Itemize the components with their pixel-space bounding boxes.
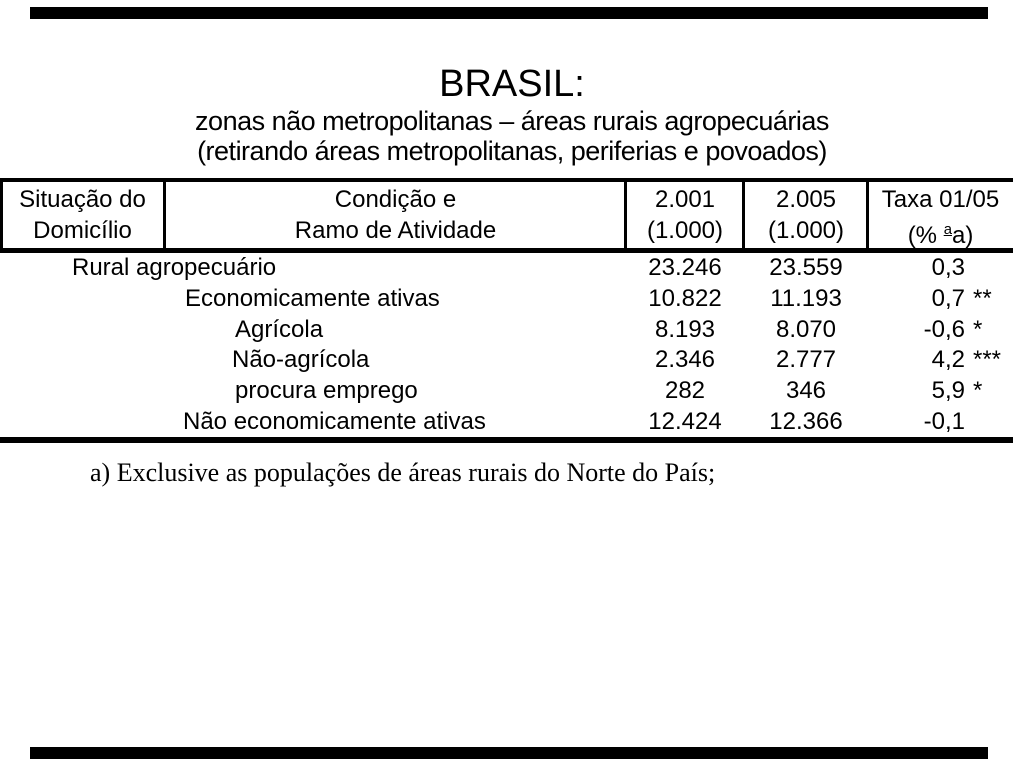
table-row: Não economicamente ativas 12.424 12.366 …	[0, 406, 1013, 437]
value-2001: 10.822	[648, 285, 722, 313]
significance-marker: *	[973, 315, 983, 343]
table-row: Não-agrícola 2.346 2.777 4,2 ***	[0, 345, 1013, 376]
header-2001-line2: (1.000)	[646, 217, 724, 244]
significance-marker: ***	[973, 346, 1002, 374]
table-body: Rural agropecuário 23.246 23.559 0,3 Eco…	[0, 253, 1013, 437]
slide-title: BRASIL:	[439, 63, 585, 105]
header-year-2001: 2.001 (1.000)	[626, 182, 744, 248]
value-rate-cell: -0,6 *	[868, 316, 1013, 344]
header-year-2005: 2.005 (1.000)	[744, 182, 868, 248]
significance-marker: **	[973, 285, 992, 313]
value-2001: 8.193	[654, 315, 716, 343]
value-rate: -0,1	[923, 407, 965, 435]
top-border-bar	[30, 7, 988, 19]
value-2001: 12.424	[648, 407, 722, 435]
header-taxa-line2: (% aa)	[868, 215, 1013, 251]
header-left-border	[0, 180, 3, 252]
footnote: a) Exclusive as populações de áreas rura…	[90, 458, 716, 487]
value-rate: 4,2	[931, 346, 965, 374]
table-bottom-rule	[0, 437, 1013, 443]
header-2005-line2: (1.000)	[767, 217, 845, 244]
row-label: Rural agropecuário	[72, 254, 277, 282]
table-row: Economicamente ativas 10.822 11.193 0,7 …	[0, 284, 1013, 315]
value-2001: 282	[664, 377, 706, 405]
value-rate-cell: 4,2 ***	[868, 346, 1013, 374]
header-divider-1	[163, 180, 166, 252]
significance-marker: *	[973, 377, 983, 405]
value-rate: 0,7	[931, 285, 965, 313]
bottom-border-bar	[30, 747, 988, 759]
value-rate: 5,9	[931, 377, 965, 405]
value-2005: 346	[785, 377, 827, 405]
row-label: Economicamente ativas	[185, 285, 440, 313]
title-block: BRASIL: zonas não metropolitanas – áreas…	[0, 62, 1024, 166]
row-label: Não economicamente ativas	[183, 407, 486, 435]
subtitle-line-1: zonas não metropolitanas – áreas rurais …	[195, 106, 829, 136]
table-top-rule	[0, 178, 1013, 182]
value-rate-cell: -0,1	[868, 408, 1013, 436]
header-taxa-line1: Taxa 01/05	[881, 186, 1000, 213]
header-situacao-domicilio: Situação do Domicílio	[0, 182, 165, 248]
header-situacao-line2: Domicílio	[33, 217, 132, 244]
header-divider-3	[742, 180, 745, 252]
header-condicao-ramo: Condição e Ramo de Atividade	[165, 182, 626, 248]
row-label: Não-agrícola	[232, 346, 370, 374]
value-rate-cell: 0,7 **	[868, 285, 1013, 313]
row-label: procura emprego	[235, 377, 418, 405]
value-2005: 11.193	[770, 285, 842, 313]
header-2005-line1: 2.005	[775, 186, 837, 213]
value-2001: 2.346	[654, 346, 716, 374]
value-2001: 23.246	[648, 254, 722, 282]
value-rate: -0,6	[923, 315, 965, 343]
subtitle-line-2: (retirando áreas metropolitanas, perifer…	[197, 136, 827, 166]
row-label: Agrícola	[235, 315, 324, 343]
value-2005: 12.366	[769, 407, 843, 435]
header-divider-4	[866, 180, 869, 252]
table-row: Rural agropecuário 23.246 23.559 0,3	[0, 253, 1013, 284]
header-2001-line1: 2.001	[654, 186, 716, 213]
header-bottom-rule	[0, 248, 1013, 253]
header-condicao-line1: Condição e	[334, 186, 457, 213]
table-row: procura emprego 282 346 5,9 *	[0, 376, 1013, 407]
header-divider-2	[624, 180, 627, 252]
taxa-unit-prefix: (%	[907, 222, 944, 249]
value-rate: 0,3	[931, 254, 965, 282]
header-situacao-line1: Situação do	[19, 186, 146, 213]
value-rate-cell: 5,9 *	[868, 377, 1013, 405]
table-header-row: Situação do Domicílio Condição e Ramo de…	[0, 180, 1013, 252]
value-2005: 23.559	[769, 254, 843, 282]
header-condicao-line2: Ramo de Atividade	[294, 217, 497, 244]
value-rate-cell: 0,3	[868, 254, 1013, 282]
taxa-unit-superscript: a	[943, 222, 952, 238]
table-row: Agrícola 8.193 8.070 -0,6 *	[0, 314, 1013, 345]
taxa-unit-suffix: a)	[951, 222, 974, 249]
value-2005: 2.777	[775, 346, 837, 374]
header-taxa: Taxa 01/05 (% aa)	[868, 182, 1013, 251]
value-2005: 8.070	[775, 315, 837, 343]
